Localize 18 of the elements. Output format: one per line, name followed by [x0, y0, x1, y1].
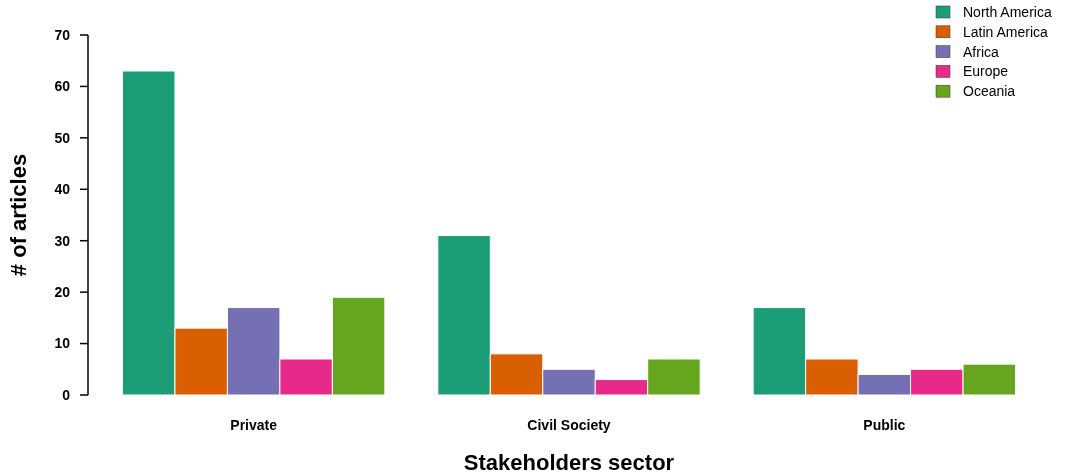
y-tick-label: 0 — [62, 386, 71, 403]
y-tick-label: 10 — [54, 335, 71, 352]
legend-label: Europe — [963, 63, 1009, 80]
y-tick-label: 40 — [54, 181, 71, 198]
legend-label: Latin America — [963, 23, 1049, 40]
legend-label: Africa — [963, 43, 999, 60]
legend-label: North America — [963, 3, 1052, 20]
x-tick-label: Civil Society — [527, 417, 611, 433]
y-tick-label: 60 — [54, 78, 71, 95]
x-tick-label: Public — [863, 417, 906, 433]
y-tick-label: 30 — [54, 232, 71, 249]
y-tick-label: 50 — [54, 129, 71, 146]
y-tick-label: 20 — [54, 284, 71, 301]
y-axis-title: # of articles — [6, 153, 31, 277]
legend-label: Oceania — [963, 83, 1016, 100]
x-tick-label: Private — [230, 417, 278, 433]
x-axis-title: Stakeholders sector — [463, 450, 675, 475]
y-tick-label: 70 — [54, 26, 71, 43]
